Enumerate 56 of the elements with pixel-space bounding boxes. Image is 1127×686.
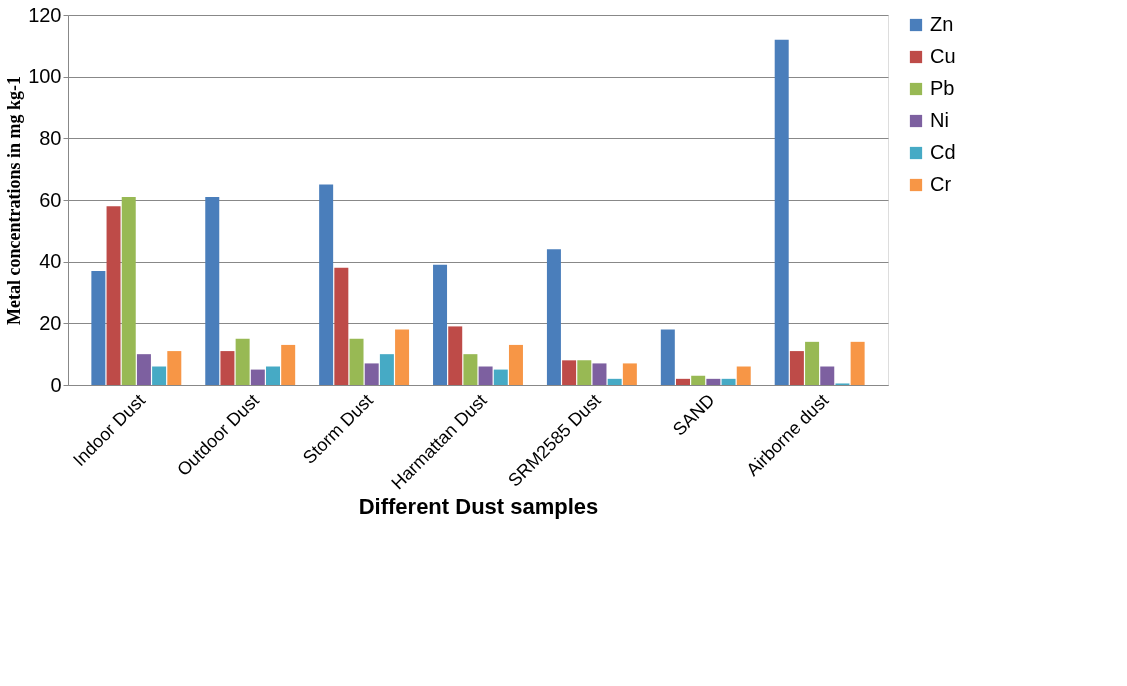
legend-label: Cr <box>930 173 952 195</box>
bar <box>167 351 182 385</box>
bar <box>622 363 637 385</box>
bar <box>152 366 167 385</box>
bar <box>433 264 448 385</box>
bar <box>281 344 296 385</box>
legend-label: Ni <box>930 109 949 131</box>
legend-label: Cu <box>930 45 956 67</box>
legend-label: Pb <box>930 77 955 99</box>
bar <box>349 338 364 385</box>
bar <box>364 363 379 385</box>
bar <box>220 351 235 385</box>
y-tick-label: 60 <box>39 188 62 211</box>
y-tick-label: 120 <box>28 3 62 26</box>
bar <box>577 360 592 385</box>
y-axis-title: Metal concentrations in mg kg-1 <box>4 76 25 325</box>
bar <box>448 326 463 385</box>
bar <box>562 360 577 385</box>
bar <box>691 375 706 385</box>
bar <box>789 351 804 385</box>
bar <box>820 366 835 385</box>
bar <box>379 354 394 385</box>
bar <box>478 366 493 385</box>
bar <box>721 378 736 385</box>
bar <box>91 270 106 385</box>
bar <box>136 354 151 385</box>
bar <box>205 196 220 385</box>
legend-label: Zn <box>930 13 954 35</box>
bar <box>660 329 675 385</box>
bar <box>592 363 607 385</box>
bar <box>395 329 410 385</box>
bar <box>546 249 561 385</box>
legend-label: Cd <box>930 141 956 163</box>
y-tick-label: 0 <box>50 373 62 396</box>
bar <box>706 378 721 385</box>
bar <box>676 378 690 385</box>
bar <box>235 338 250 385</box>
y-tick-label: 40 <box>39 250 62 273</box>
bar <box>334 267 349 385</box>
bar <box>850 341 865 385</box>
y-tick-label: 80 <box>39 126 62 149</box>
y-tick-label: 100 <box>28 65 62 88</box>
bar <box>250 369 265 385</box>
bar <box>319 184 334 385</box>
x-axis-title: Different Dust samples <box>358 494 599 520</box>
y-tick-label: 20 <box>39 311 62 334</box>
bar <box>805 341 820 385</box>
bar <box>774 39 789 385</box>
bar <box>736 366 751 385</box>
bar <box>463 354 478 385</box>
bar <box>266 366 280 385</box>
bar <box>508 344 523 385</box>
bar <box>607 378 622 385</box>
bar <box>121 196 136 385</box>
bar <box>106 206 121 385</box>
bar <box>493 369 508 385</box>
